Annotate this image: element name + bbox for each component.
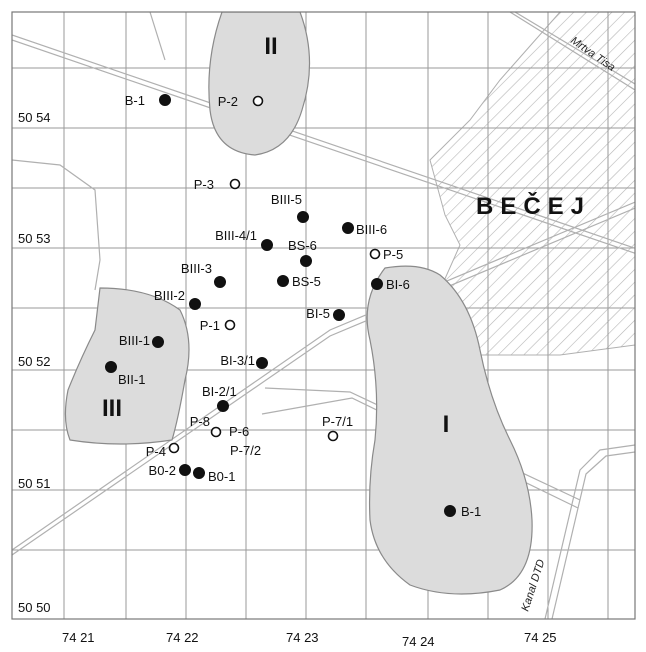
zone-iii-area xyxy=(64,287,190,445)
borehole-marker-filled xyxy=(371,278,383,290)
piezometer-marker-open xyxy=(252,95,264,107)
borehole-marker-filled xyxy=(217,400,229,412)
piezometer-marker-open xyxy=(210,426,222,438)
zone-ii-area xyxy=(208,12,311,156)
borehole-marker-filled xyxy=(444,505,456,517)
borehole-marker-filled xyxy=(297,211,309,223)
well-label: B0-1 xyxy=(208,469,235,484)
piezometer-marker-open xyxy=(224,319,236,331)
borehole-marker-filled xyxy=(261,239,273,251)
well-label: BIII-6 xyxy=(356,222,387,237)
borehole-marker-filled xyxy=(277,275,289,287)
well-label: BIII-2 xyxy=(154,288,185,303)
well-label: BIII-1 xyxy=(119,333,150,348)
well-label: P-7/2 xyxy=(230,443,261,458)
y-tick-label: 50 52 xyxy=(18,354,51,369)
well-label: P-8 xyxy=(190,414,210,429)
zone-label-i: I xyxy=(443,411,450,438)
piezometer-marker-open xyxy=(229,178,241,190)
x-tick-label: 74 22 xyxy=(166,630,199,645)
well-label: BI-6 xyxy=(386,277,410,292)
well-label: BIII-3 xyxy=(181,261,212,276)
well-label: P-4 xyxy=(146,444,166,459)
well-label: P-1 xyxy=(200,318,220,333)
borehole-marker-filled xyxy=(105,361,117,373)
well-label: BIII-4/1 xyxy=(215,228,257,243)
zone-label-iii: III xyxy=(102,395,122,422)
borehole-marker-filled xyxy=(256,357,268,369)
borehole-marker-filled xyxy=(300,255,312,267)
well-label: P-3 xyxy=(194,177,214,192)
y-tick-label: 50 50 xyxy=(18,600,51,615)
y-axis-labels: 50 54 50 53 50 52 50 51 50 50 xyxy=(18,110,51,615)
well-label: P-5 xyxy=(383,247,403,262)
well-label: B-1 xyxy=(125,93,145,108)
well-label: B0-2 xyxy=(149,463,176,478)
x-tick-label: 74 24 xyxy=(402,634,435,649)
borehole-marker-filled xyxy=(333,309,345,321)
zone-label-ii: II xyxy=(264,33,277,60)
x-tick-label: 74 25 xyxy=(524,630,557,645)
zone-i-area xyxy=(366,265,533,595)
y-tick-label: 50 51 xyxy=(18,476,51,491)
well-label: BIII-5 xyxy=(271,192,302,207)
well-label: P-6 xyxy=(229,424,249,439)
borehole-marker-filled xyxy=(159,94,171,106)
x-axis-labels: 74 21 74 22 74 23 74 24 74 25 xyxy=(62,630,557,649)
y-tick-label: 50 53 xyxy=(18,231,51,246)
well-label: BS-6 xyxy=(288,238,317,253)
borehole-marker-filled xyxy=(214,276,226,288)
borehole-marker-filled xyxy=(189,298,201,310)
piezometer-marker-open xyxy=(327,430,339,442)
map-frame xyxy=(11,11,636,620)
well-label: B-1 xyxy=(461,504,481,519)
piezometer-marker-open xyxy=(168,442,180,454)
borehole-marker-filled xyxy=(152,336,164,348)
well-label: BI-2/1 xyxy=(202,384,237,399)
x-tick-label: 74 21 xyxy=(62,630,95,645)
well-label: BI-3/1 xyxy=(220,353,255,368)
y-tick-label: 50 54 xyxy=(18,110,51,125)
well-markers: B-1 P-2 P-3 BIII-5 BIII-6 BIII-4/1 BS-6 P-5 BIII… xyxy=(105,93,481,519)
borehole-marker-filled xyxy=(193,467,205,479)
x-tick-label: 74 23 xyxy=(286,630,319,645)
borehole-marker-filled xyxy=(179,464,191,476)
piezometer-marker-open xyxy=(369,248,381,260)
town-label: BEČEJ xyxy=(476,192,591,220)
well-label: BS-5 xyxy=(292,274,321,289)
well-label: BI-5 xyxy=(306,306,330,321)
town-area-hatched xyxy=(429,12,635,356)
well-label: P-7/1 xyxy=(322,414,353,429)
well-label: BII-1 xyxy=(118,372,145,387)
borehole-marker-filled xyxy=(342,222,354,234)
well-label: P-2 xyxy=(218,94,238,109)
